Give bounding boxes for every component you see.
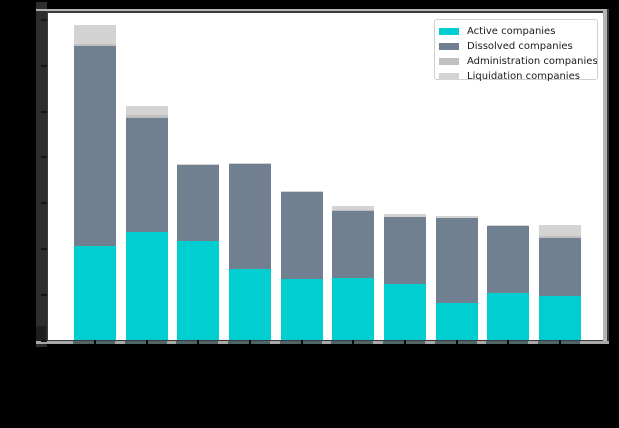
bar-segment-liquidation	[487, 224, 530, 227]
y-tick-mark	[41, 340, 47, 342]
legend-label: Administration companies	[467, 56, 598, 67]
bar-segment-dissolved	[74, 45, 116, 246]
legend-label: Liquidation companies	[467, 71, 580, 82]
bar-segment-dissolved	[228, 163, 271, 270]
bar-segment-liquidation	[435, 216, 478, 218]
x-tick-mark	[94, 340, 96, 345]
x-tick-mark	[248, 340, 251, 345]
bar	[487, 224, 530, 340]
bar	[125, 105, 168, 340]
bar-segment-liquidation	[228, 162, 271, 164]
right-spine-outer	[607, 8, 609, 344]
bar-segment-active	[177, 240, 220, 340]
y-tick-mark	[41, 202, 47, 205]
bar-segment-liquidation	[383, 214, 426, 217]
y-tick-mark	[41, 156, 47, 159]
bar	[177, 163, 220, 340]
bar-segment-active	[538, 295, 581, 340]
y-tick-label-area	[36, 2, 47, 347]
bar-segment-active	[125, 231, 168, 340]
bar	[280, 190, 323, 340]
legend-swatch	[439, 28, 459, 35]
bar-group	[48, 13, 603, 340]
bar-segment-dissolved	[538, 238, 581, 296]
legend-swatch	[439, 73, 459, 80]
bar-segment-active	[228, 269, 271, 340]
legend-box: Active companies Dissolved companies Admin…	[434, 19, 598, 82]
bar-segment-dissolved	[332, 210, 375, 278]
legend-label: Active companies	[467, 26, 556, 37]
x-tick-mark	[300, 340, 303, 345]
bar-segment-administration	[125, 115, 168, 119]
y-tick-mark	[41, 18, 47, 21]
x-tick-mark	[352, 340, 355, 345]
bar-segment-active	[280, 279, 323, 340]
bar-segment-active	[487, 292, 530, 340]
bar-segment-active	[435, 302, 478, 340]
y-tick-mark	[41, 248, 47, 251]
bar	[74, 25, 116, 340]
x-tick-mark	[145, 340, 148, 345]
bar-segment-dissolved	[435, 217, 478, 303]
bar-segment-dissolved	[177, 164, 220, 241]
bar-segment-liquidation	[280, 190, 323, 193]
right-spine	[603, 8, 607, 344]
origin-tick-label-ghost	[36, 326, 46, 341]
bar-segment-liquidation	[125, 105, 168, 116]
bottom-spine	[36, 340, 609, 344]
bar-segment-liquidation	[74, 25, 116, 44]
y-tick-mark	[41, 64, 47, 67]
bar-segment-liquidation	[177, 163, 220, 165]
legend-item: Liquidation companies	[435, 69, 597, 84]
bar	[383, 214, 426, 340]
legend-item: Active companies	[435, 24, 597, 39]
bar-segment-administration	[332, 209, 375, 211]
bar-segment-dissolved	[280, 192, 323, 280]
bar	[435, 216, 478, 340]
x-tick-mark	[507, 340, 510, 345]
x-tick-mark	[403, 340, 406, 345]
x-tick-mark	[455, 340, 458, 345]
bar-segment-administration	[538, 236, 581, 239]
legend-item: Administration companies	[435, 54, 598, 69]
bar-segment-dissolved	[383, 216, 426, 285]
legend-label: Dissolved companies	[467, 41, 573, 52]
bar-segment-administration	[74, 43, 116, 46]
y-tick-mark	[41, 110, 47, 113]
bar-segment-active	[332, 277, 375, 340]
bar-segment-liquidation	[538, 224, 581, 237]
bar	[332, 206, 375, 340]
bar-segment-active	[383, 284, 426, 340]
bar-segment-liquidation	[332, 206, 375, 210]
bar-segment-dissolved	[487, 226, 530, 293]
bar	[228, 162, 271, 340]
x-tick-mark	[558, 340, 561, 345]
bar-segment-dissolved	[125, 118, 168, 232]
legend-swatch	[439, 58, 459, 65]
bar-segment-active	[74, 245, 116, 340]
bar	[538, 224, 581, 340]
x-tick-mark	[197, 340, 200, 345]
top-spine	[36, 8, 609, 11]
legend-item: Dissolved companies	[435, 39, 597, 54]
y-tick-mark	[41, 294, 47, 297]
legend-swatch	[439, 43, 459, 50]
